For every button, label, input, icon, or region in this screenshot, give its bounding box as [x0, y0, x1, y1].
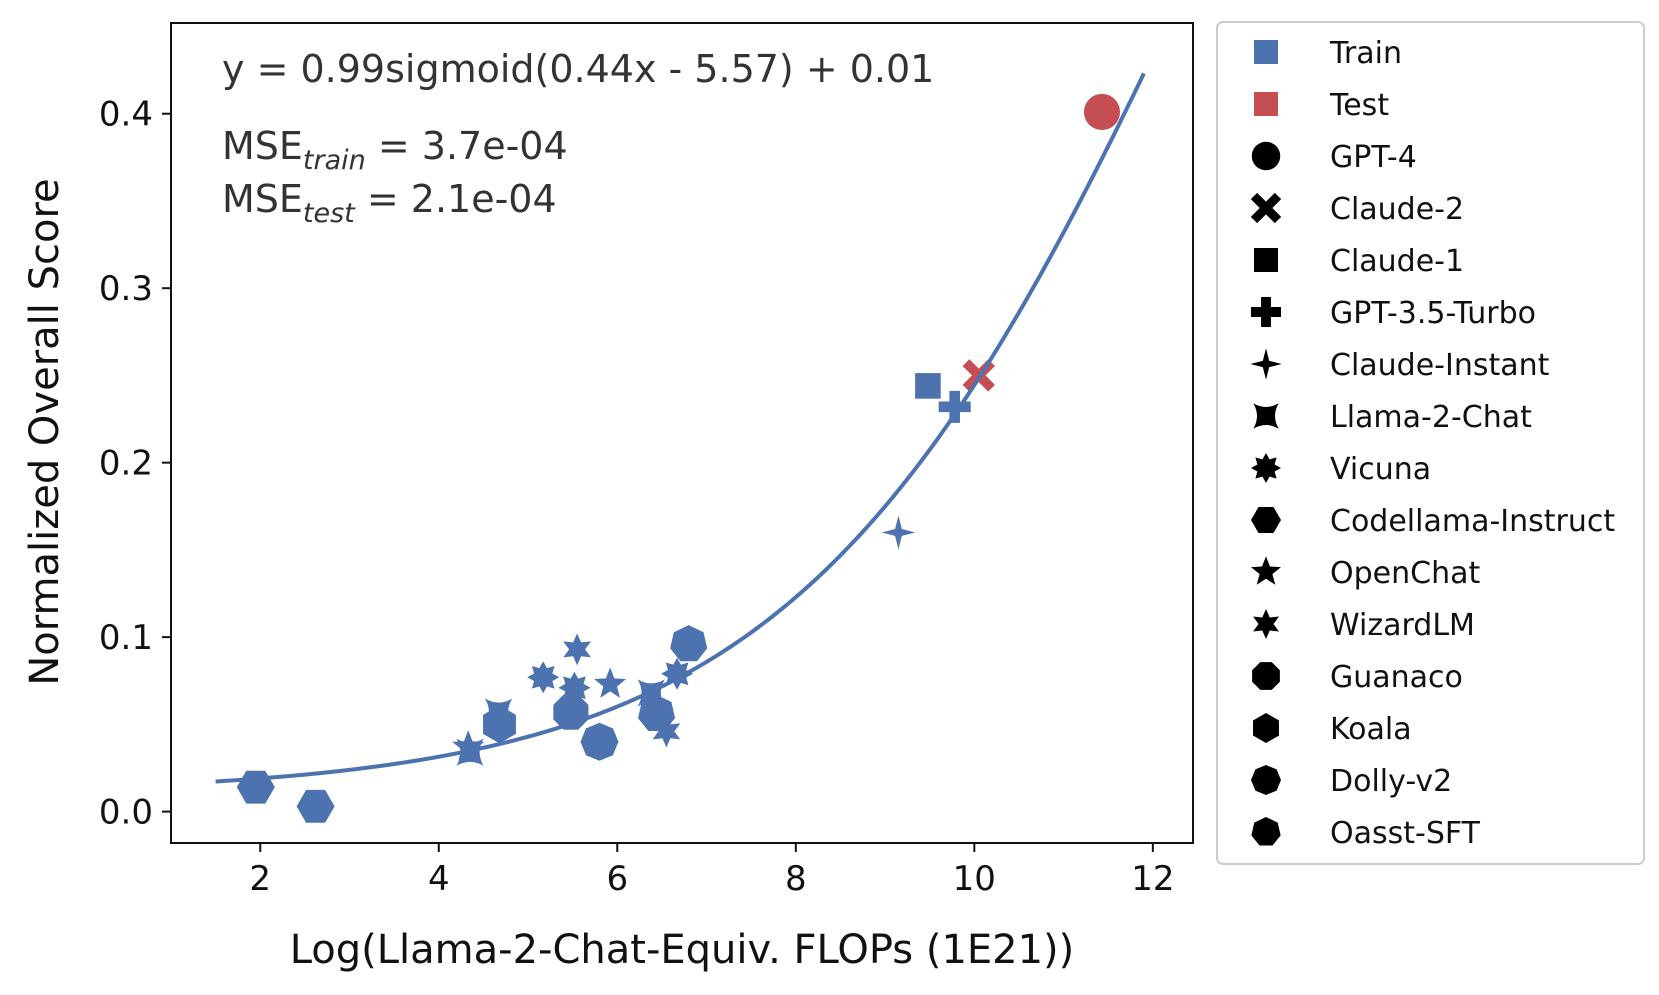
legend-item: OpenChat	[1251, 556, 1480, 591]
legend-label: OpenChat	[1330, 556, 1480, 591]
legend-item: Train	[1254, 36, 1402, 71]
y-tick-label: 0.3	[99, 269, 153, 309]
legend-item: Claude-Instant	[1250, 348, 1550, 383]
legend-marker	[1250, 348, 1282, 380]
mse-test-value: = 2.1e-04	[355, 177, 557, 221]
legend-label: Llama-2-Chat	[1330, 400, 1532, 435]
mse-train-prefix: MSE	[222, 124, 303, 168]
legend-marker	[1251, 297, 1281, 327]
legend-label: Dolly-v2	[1330, 764, 1452, 799]
legend-label: Guanaco	[1330, 660, 1463, 695]
legend-item: Dolly-v2	[1251, 764, 1452, 799]
data-point	[652, 715, 681, 748]
x-axis-label: Log(Llama-2-Chat-Equiv. FLOPs (1E21))	[290, 927, 1075, 973]
data-point	[638, 694, 676, 732]
legend-marker	[1254, 92, 1278, 116]
fit-curve	[215, 72, 1146, 784]
data-point	[938, 390, 971, 423]
data-point	[483, 705, 516, 744]
legend-marker	[1254, 248, 1278, 272]
legend-marker	[1252, 662, 1280, 690]
data-point	[563, 633, 591, 666]
legend-marker	[1251, 765, 1281, 795]
legend-marker	[1251, 453, 1281, 483]
fit-annotation: y = 0.99sigmoid(0.44x - 5.57) + 0.01 MSE…	[222, 47, 934, 229]
legend-marker	[1253, 609, 1279, 639]
data-point	[881, 515, 916, 550]
legend-item: Oasst-SFT	[1251, 816, 1481, 851]
legend-item: Codellama-Instruct	[1251, 504, 1615, 539]
legend-item: Llama-2-Chat	[1253, 400, 1532, 435]
data-point	[580, 722, 619, 761]
legend-label: Test	[1329, 88, 1389, 123]
mse-train-sub: train	[303, 145, 366, 176]
data-point	[452, 730, 485, 761]
x-tick-label: 10	[953, 859, 996, 899]
y-axis: 0.0 0.1 0.2 0.3 0.4	[99, 95, 171, 833]
plot-frame	[170, 22, 1194, 844]
x-axis: 2 4 6 8 10 12	[249, 843, 1174, 899]
legend-item: Vicuna	[1251, 452, 1431, 487]
data-point	[594, 667, 627, 698]
legend-label: Koala	[1330, 712, 1412, 747]
data-point	[670, 625, 708, 662]
legend-label: Oasst-SFT	[1330, 816, 1481, 851]
data-point	[915, 373, 941, 399]
legend-label: Train	[1329, 36, 1402, 71]
mse-test: MSEtest = 2.1e-04	[222, 177, 557, 229]
legend-label: Codellama-Instruct	[1330, 504, 1615, 539]
x-tick-label: 8	[785, 859, 807, 899]
legend-item: Guanaco	[1252, 660, 1463, 695]
y-tick-label: 0.1	[99, 618, 153, 658]
x-tick-label: 12	[1131, 859, 1174, 899]
legend-item: GPT-4	[1251, 140, 1417, 175]
legend-label: Claude-Instant	[1330, 348, 1550, 383]
legend-item: Claude-2	[1250, 192, 1464, 227]
data-point	[1083, 93, 1121, 131]
legend-frame	[1216, 21, 1645, 865]
data-point	[527, 661, 560, 694]
legend-marker	[1251, 141, 1281, 171]
legend-marker	[1251, 507, 1281, 533]
legend-marker	[1251, 556, 1281, 585]
y-tick-label: 0.4	[99, 95, 153, 135]
legend-item: Koala	[1253, 712, 1412, 747]
plot-area	[170, 22, 1194, 844]
legend-marker	[1253, 403, 1279, 429]
legend-label: Claude-1	[1330, 244, 1464, 279]
data-point	[296, 789, 335, 823]
y-tick-label: 0.2	[99, 444, 153, 484]
legend-item: GPT-3.5-Turbo	[1251, 296, 1536, 331]
legend-label: GPT-3.5-Turbo	[1330, 296, 1536, 331]
legend-marker	[1254, 40, 1278, 64]
legend-marker	[1251, 817, 1281, 846]
y-tick-label: 0.0	[99, 793, 153, 833]
y-axis-label: Normalized Overall Score	[22, 178, 68, 685]
data-points	[236, 93, 1121, 823]
x-tick-label: 2	[249, 859, 271, 899]
legend-marker	[1253, 713, 1279, 743]
legend-marker	[1250, 192, 1282, 224]
fit-equation: y = 0.99sigmoid(0.44x - 5.57) + 0.01	[222, 47, 934, 91]
legend-label: Vicuna	[1330, 452, 1431, 487]
x-tick-label: 4	[428, 859, 450, 899]
mse-train-value: = 3.7e-04	[366, 124, 568, 168]
mse-test-sub: test	[303, 198, 356, 229]
legend-label: Claude-2	[1330, 192, 1464, 227]
mse-train: MSEtrain = 3.7e-04	[222, 124, 568, 176]
legend-label: WizardLM	[1330, 608, 1475, 643]
legend-item: Claude-1	[1254, 244, 1464, 279]
legend: Train Test GPT-4 Claude-2 Claude-1 GPT-3.5-Tu…	[1216, 21, 1645, 865]
legend-label: GPT-4	[1330, 140, 1417, 175]
x-tick-label: 6	[606, 859, 628, 899]
mse-test-prefix: MSE	[222, 177, 303, 221]
legend-item: WizardLM	[1253, 608, 1475, 643]
legend-item: Test	[1254, 88, 1389, 123]
